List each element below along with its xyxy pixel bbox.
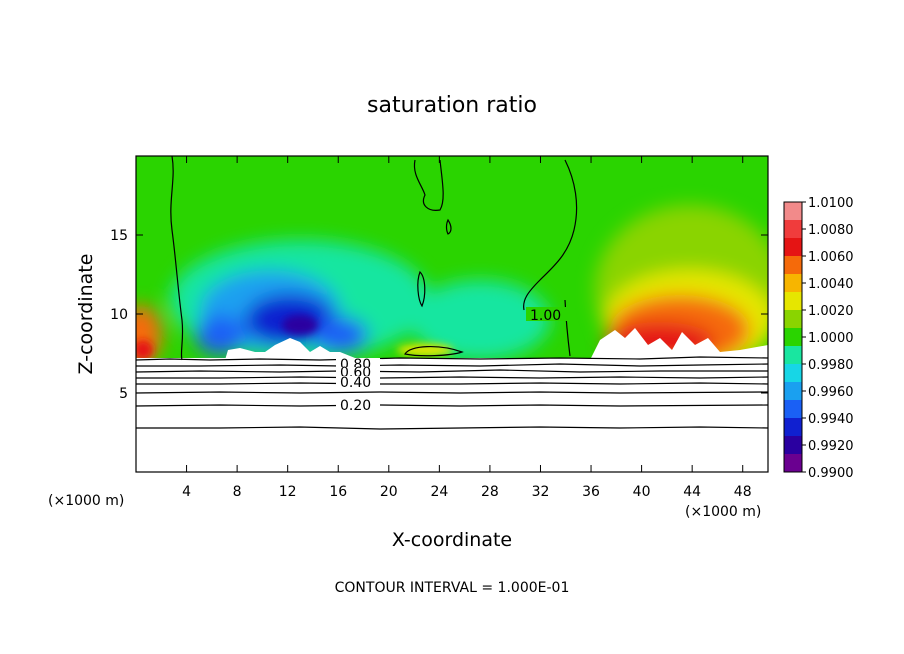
x-tick-label: 24	[430, 484, 448, 500]
contour-label: 1.00	[530, 308, 561, 324]
colorbar-swatch	[784, 382, 802, 401]
x-unit-right: (×1000 m)	[685, 504, 761, 520]
saturation-field	[136, 156, 768, 361]
x-tick-label: 20	[380, 484, 398, 500]
contour-label: 0.20	[340, 398, 371, 414]
colorbar-swatch	[784, 328, 802, 347]
colorbar-swatch	[784, 256, 802, 275]
colorbar-swatch	[784, 364, 802, 383]
colorbar-swatch	[784, 238, 802, 257]
colorbar-label: 0.9940	[808, 412, 854, 427]
x-tick-label: 12	[279, 484, 297, 500]
contour-label-group: 1.00 0.80 0.60 0.40 0.20	[336, 307, 572, 414]
lower-region	[136, 358, 768, 472]
chart-title: saturation ratio	[367, 93, 537, 118]
colorbar-label: 1.0100	[808, 196, 854, 211]
colorbar-swatch	[784, 418, 802, 437]
x-axis-label: X-coordinate	[392, 529, 512, 551]
y-tick-label: 5	[119, 386, 128, 402]
colorbar-label: 0.9920	[808, 439, 854, 454]
y-axis-ticks: 5 10 15	[110, 228, 768, 402]
x-tick-label: 28	[481, 484, 499, 500]
y-axis-label: Z-coordinate	[75, 254, 97, 375]
x-tick-label: 32	[532, 484, 550, 500]
x-axis-ticks: 4 8 12 16 20 24 28 32 36 40 44 48	[182, 156, 752, 500]
colorbar-label: 1.0040	[808, 277, 854, 292]
contour-lines	[136, 156, 768, 430]
colorbar-swatch	[784, 400, 802, 419]
x-tick-label: 40	[633, 484, 651, 500]
colorbar-swatch	[784, 436, 802, 455]
colorbar-swatch	[784, 274, 802, 293]
colorbar-label: 1.0060	[808, 250, 854, 265]
contour-interval-note: CONTOUR INTERVAL = 1.000E-01	[335, 580, 570, 596]
x-tick-label: 16	[329, 484, 347, 500]
x-tick-label: 44	[683, 484, 701, 500]
contour-label: 0.40	[340, 375, 371, 391]
x-tick-label: 8	[233, 484, 242, 500]
colorbar-swatch	[784, 292, 802, 311]
x-tick-label: 36	[582, 484, 600, 500]
colorbar-swatch	[784, 220, 802, 239]
colorbar-swatch	[784, 202, 802, 221]
x-unit-left: (×1000 m)	[48, 493, 124, 509]
colorbar-label: 1.0080	[808, 223, 854, 238]
x-tick-label: 48	[734, 484, 752, 500]
colorbar-swatch	[784, 310, 802, 329]
colorbar-swatch	[784, 346, 802, 365]
y-tick-label: 10	[110, 307, 128, 323]
colorbar-label: 0.9960	[808, 385, 854, 400]
colorbar: 1.0100 1.0080 1.0060 1.0040 1.0020 1.0000 0.99…	[783, 196, 854, 481]
x-tick-label: 4	[182, 484, 191, 500]
y-tick-label: 15	[110, 228, 128, 244]
colorbar-label: 0.9900	[808, 466, 854, 481]
colorbar-label: 1.0020	[808, 304, 854, 319]
colorbar-swatch	[784, 454, 802, 473]
colorbar-label: 0.9980	[808, 358, 854, 373]
colorbar-label: 1.0000	[808, 331, 854, 346]
